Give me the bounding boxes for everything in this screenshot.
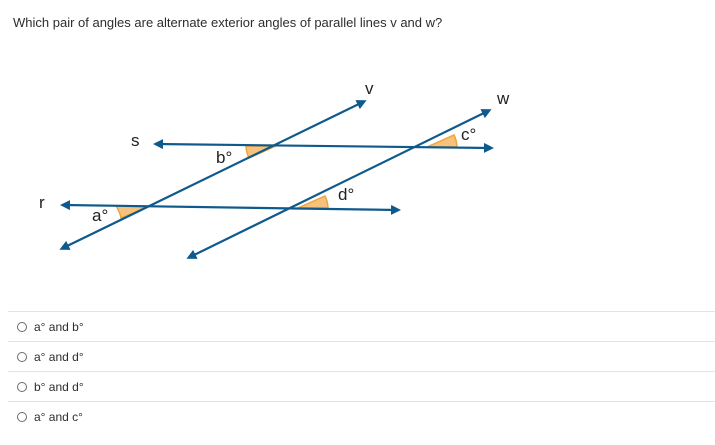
answer-option[interactable]: b° and d° (8, 371, 715, 401)
line-w (186, 109, 492, 259)
answer-option-label: a° and d° (34, 349, 84, 364)
answer-option-label: a° and b° (34, 319, 84, 334)
answer-option-label: b° and d° (34, 379, 84, 394)
radio-button[interactable] (17, 381, 27, 392)
radio-button[interactable] (17, 351, 27, 362)
line-v (59, 100, 367, 250)
line-r (60, 200, 401, 215)
line-label-s: s (131, 131, 140, 150)
answer-option[interactable]: a° and d° (8, 341, 715, 371)
angle-label-a: a° (92, 206, 108, 225)
radio-button[interactable] (17, 321, 27, 332)
radio-button[interactable] (17, 411, 27, 422)
answer-option[interactable]: a° and b° (8, 311, 715, 341)
question-text: Which pair of angles are alternate exter… (13, 15, 443, 30)
angle-label-b: b° (216, 148, 232, 167)
angle-c-marker (426, 134, 458, 148)
answer-option[interactable]: a° and c° (8, 401, 715, 431)
line-label-v: v (365, 79, 374, 98)
line-label-w: w (496, 89, 510, 108)
answer-option-label: a° and c° (34, 409, 83, 424)
line-label-r: r (39, 193, 45, 212)
angle-label-c: c° (461, 125, 476, 144)
answer-options: a° and b° a° and d° b° and d° a° and c° (8, 311, 715, 431)
angle-label-d: d° (338, 185, 354, 204)
parallel-lines-diagram: s r v w a° b° c° d° (39, 79, 510, 259)
